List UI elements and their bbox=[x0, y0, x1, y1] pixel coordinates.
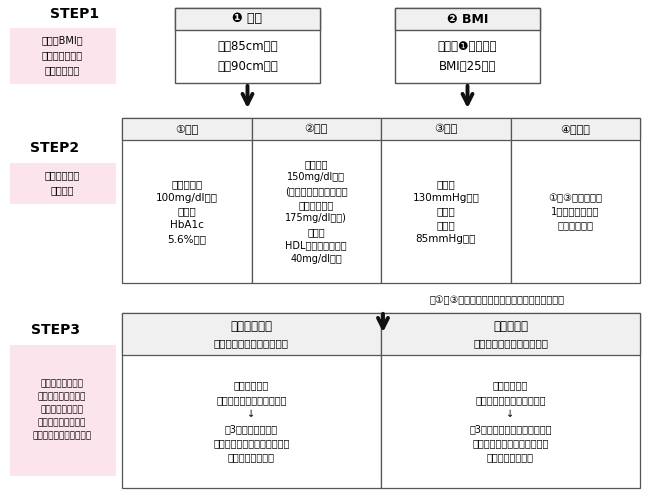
Bar bbox=[381, 118, 511, 140]
Text: STEP1: STEP1 bbox=[51, 7, 100, 21]
Text: （メタボの兆候がある方）: （メタボの兆候がある方） bbox=[214, 338, 289, 348]
Text: （メタボリスクが高い方）: （メタボリスクが高い方） bbox=[473, 338, 548, 348]
Text: 中性脂肪
150mg/dl以上
(やむを得ない場合は、
随時中性脂肪
175mg/dl以上)
または
HDLコレステロール
40mg/dl未満: 中性脂肪 150mg/dl以上 (やむを得ない場合は、 随時中性脂肪 175mg… bbox=[285, 159, 347, 264]
Bar bbox=[395, 8, 540, 83]
Bar bbox=[122, 313, 381, 488]
Text: 収縮期
130mmHg以上
または
拡張期
85mmHg以上: 収縮期 130mmHg以上 または 拡張期 85mmHg以上 bbox=[412, 180, 479, 244]
Text: ③血圧: ③血圧 bbox=[434, 124, 457, 134]
Bar bbox=[122, 313, 381, 355]
Bar bbox=[10, 28, 115, 83]
Text: ❶ 腹囲: ❶ 腹囲 bbox=[233, 12, 262, 26]
Bar bbox=[175, 8, 320, 83]
Text: 男　85cm以上
女　90cm以上: 男 85cm以上 女 90cm以上 bbox=[217, 40, 278, 74]
Bar bbox=[511, 118, 640, 283]
Bar bbox=[395, 8, 540, 30]
Text: ②脂質: ②脂質 bbox=[305, 124, 328, 134]
Bar bbox=[175, 8, 320, 30]
Text: STEP3: STEP3 bbox=[30, 323, 80, 337]
Text: ①血糖: ①血糖 bbox=[175, 124, 198, 134]
Bar bbox=[10, 163, 115, 203]
Text: 動機付け支援: 動機付け支援 bbox=[231, 320, 273, 334]
Text: ❷ BMI: ❷ BMI bbox=[447, 12, 488, 26]
Bar bbox=[381, 313, 640, 355]
Bar bbox=[381, 313, 640, 488]
Bar bbox=[251, 118, 381, 283]
Bar bbox=[122, 118, 251, 140]
Bar bbox=[381, 118, 511, 283]
Text: 【初回面接】
行動目標・行動計画を作成
↓
【3ヶ月の継続的支援・評価】
生活習慣の改善状況や目標の
達成状況等の確認: 【初回面接】 行動目標・行動計画を作成 ↓ 【3ヶ月の継続的支援・評価】 生活習… bbox=[469, 380, 551, 462]
Text: STEP2: STEP2 bbox=[30, 141, 80, 155]
Bar bbox=[511, 118, 640, 140]
Bar bbox=[10, 345, 115, 475]
Bar bbox=[122, 118, 251, 283]
Bar bbox=[251, 118, 381, 140]
Text: 積極的支援: 積極的支援 bbox=[493, 320, 528, 334]
Text: ①〜③のリスクが
1つ以上の場合に
のみカウント: ①〜③のリスクが 1つ以上の場合に のみカウント bbox=[548, 193, 602, 230]
Text: 腹囲が❶未満でも
BMIが25以上: 腹囲が❶未満でも BMIが25以上 bbox=[438, 40, 497, 74]
Text: ＊①〜③に該当しない方は対象者になりません。: ＊①〜③に該当しない方は対象者になりません。 bbox=[430, 295, 565, 305]
Text: ④喫煙歴: ④喫煙歴 bbox=[561, 124, 590, 134]
Text: リスク数に応じて
「動機付け支援」と
「積極的支援」に
グループ分けされ、
保健指導が行われます。: リスク数に応じて 「動機付け支援」と 「積極的支援」に グループ分けされ、 保健… bbox=[32, 380, 91, 440]
Text: 追加リスクを
カウント: 追加リスクを カウント bbox=[44, 170, 80, 196]
Text: 空腹時血糖
100mg/dl以上
または
HbA1c
5.6%以上: 空腹時血糖 100mg/dl以上 または HbA1c 5.6%以上 bbox=[156, 180, 218, 244]
Text: 【初回面接】
行動目標・行動計画を作成
↓
【3ヶ月後の評価】
生活習慣の改善状況や目標の
達成状況等の確認: 【初回面接】 行動目標・行動計画を作成 ↓ 【3ヶ月後の評価】 生活習慣の改善状… bbox=[213, 380, 290, 462]
Text: 腹囲とBMIで
内臓脂肪蓄積の
リスクを判定: 腹囲とBMIで 内臓脂肪蓄積の リスクを判定 bbox=[41, 35, 83, 75]
